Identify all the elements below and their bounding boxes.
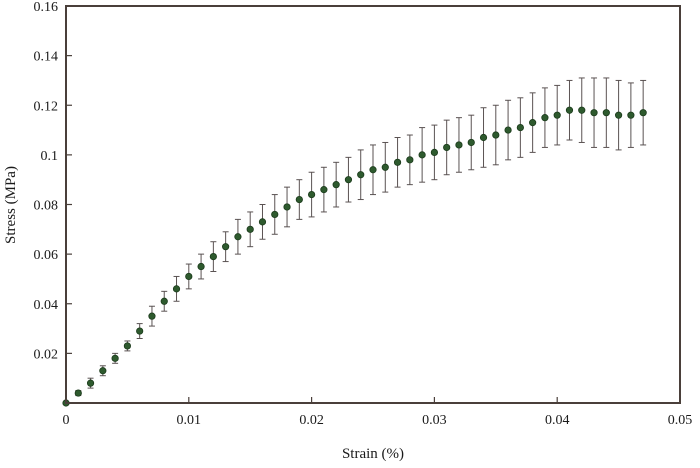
y-tick-label: 0.02 [34,347,59,362]
x-tick-label: 0 [63,413,70,428]
x-tick-label: 0.02 [299,413,324,428]
y-tick-label: 0.16 [34,0,59,15]
data-point [123,342,132,350]
y-tick-label: 0.12 [34,99,59,114]
data-point [172,285,181,293]
data-point [111,354,119,362]
x-tick-label: 0.04 [545,413,570,428]
data-point [430,148,438,156]
data-point [136,327,144,335]
data-point [443,143,451,152]
data-point [222,243,230,251]
data-point [99,367,107,375]
y-tick-label: 0.06 [34,248,59,263]
data-point [516,123,524,132]
data-point [234,233,242,241]
y-tick-label: 0.04 [34,298,59,313]
data-point [614,111,623,119]
data-point [160,297,168,305]
data-point [185,272,193,281]
error-bars [75,77,647,397]
data-point [504,126,512,134]
data-point [602,109,610,117]
data-point [578,106,586,114]
data-point [565,106,574,114]
data-point [406,156,414,164]
data-point [74,389,82,397]
data-point [541,114,549,122]
data-point [357,171,365,179]
data-point [369,166,377,174]
data-point [639,109,647,117]
data-point [258,218,267,226]
data-point [590,109,598,117]
data-point [197,262,205,271]
data-points [62,106,647,407]
data-point [479,133,488,142]
y-tick-label: 0.14 [34,50,59,65]
data-point [209,253,217,261]
data-point [553,111,561,119]
data-point [393,158,402,166]
data-point [320,186,328,194]
data-point [148,312,156,320]
data-point [418,151,426,159]
y-tick-label: 0.08 [34,199,59,214]
data-point [246,225,254,233]
data-point [295,195,303,204]
data-point [529,119,537,127]
data-point [307,190,316,199]
plot-frame [65,5,681,404]
data-point [627,111,635,119]
x-tick-label: 0.01 [177,413,202,428]
data-point [344,176,353,184]
x-tick-label: 0.05 [668,413,693,428]
data-point [381,163,389,171]
data-point [283,203,291,211]
data-point [86,379,95,387]
data-point [492,131,500,139]
data-point [332,181,340,189]
data-point [455,141,463,149]
axis-ticks: 0 0.01 0.02 0.03 0.04 0.05 0.02 0.04 0.06 0.08 0.1… [34,0,693,428]
y-axis-title: Stress (MPa) [3,166,19,244]
data-point [467,138,475,147]
x-axis-title: Strain (%) [342,446,404,462]
y-tick-label: 0.1 [41,149,59,164]
x-tick-label: 0.03 [422,413,447,428]
data-point [271,210,279,219]
